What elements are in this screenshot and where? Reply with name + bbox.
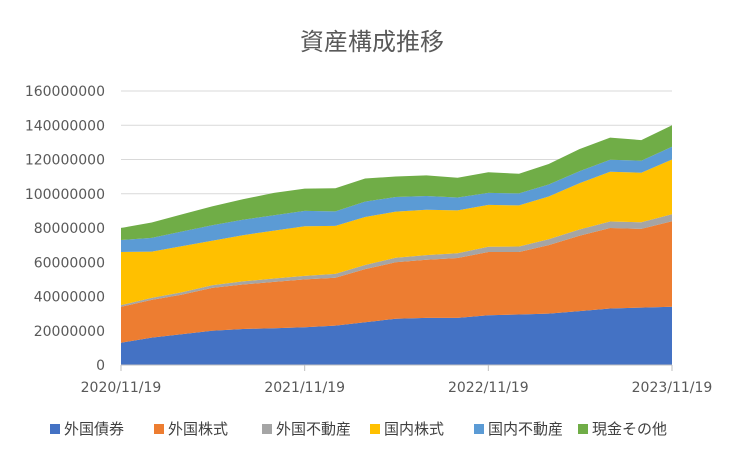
legend-swatch — [50, 424, 60, 434]
legend-item: 外国株式 — [154, 420, 228, 438]
series-areas — [121, 125, 672, 365]
x-tick-label: 2022/11/19 — [448, 380, 529, 396]
legend-item: 国内株式 — [370, 420, 444, 438]
x-tick-label: 2020/11/19 — [81, 380, 162, 396]
x-tick-label: 2023/11/19 — [632, 380, 713, 396]
chart-title: 資産構成推移 — [300, 28, 444, 56]
legend: 外国債券 外国株式 外国不動産 国内株式 国内不動産 現金その他 — [50, 420, 667, 438]
y-tick-label: 40000000 — [34, 290, 105, 306]
legend-label: 外国不動産 — [276, 420, 351, 438]
y-tick-label: 60000000 — [34, 255, 105, 271]
y-tick-label: 80000000 — [34, 221, 105, 237]
x-axis-ticks: 2020/11/19 2021/11/19 2022/11/19 2023/11/19 — [81, 365, 713, 396]
legend-item: 現金その他 — [578, 420, 667, 438]
legend-label: 現金その他 — [592, 420, 667, 438]
legend-swatch — [578, 424, 588, 434]
y-tick-label: 0 — [96, 358, 105, 374]
legend-item: 国内不動産 — [474, 420, 563, 438]
legend-label: 外国株式 — [168, 420, 228, 438]
y-tick-label: 140000000 — [25, 118, 105, 134]
x-tick-label: 2021/11/19 — [264, 380, 345, 396]
y-tick-label: 160000000 — [25, 84, 105, 100]
legend-label: 国内株式 — [384, 420, 444, 438]
series-area — [121, 159, 672, 306]
series-area — [121, 306, 672, 365]
legend-label: 国内不動産 — [488, 420, 563, 438]
legend-item: 外国不動産 — [262, 420, 351, 438]
series-area — [121, 146, 672, 252]
legend-swatch — [474, 424, 484, 434]
series-area — [121, 221, 672, 343]
legend-swatch — [154, 424, 164, 434]
series-area — [121, 214, 672, 307]
legend-swatch — [370, 424, 380, 434]
y-axis-ticks: 0 20000000 40000000 60000000 80000000 1000000… — [25, 84, 105, 374]
y-tick-label: 100000000 — [25, 187, 105, 203]
legend-item: 外国債券 — [50, 420, 124, 438]
y-tick-label: 20000000 — [34, 324, 105, 340]
series-area — [121, 125, 672, 240]
y-tick-label: 120000000 — [25, 153, 105, 169]
legend-swatch — [262, 424, 272, 434]
legend-label: 外国債券 — [64, 420, 124, 438]
